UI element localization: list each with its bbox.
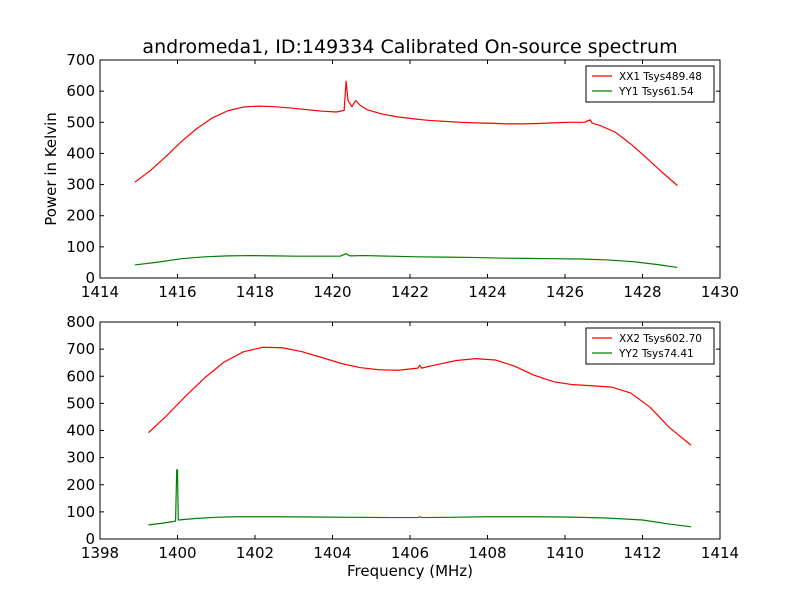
plot1-x-tick-label: 1422 xyxy=(391,283,429,301)
plot2-legend-label-1: XX2 Tsys602.70 xyxy=(619,333,702,345)
plot2-frame xyxy=(99,321,721,540)
plot2-x-tick-label: 1406 xyxy=(391,544,429,562)
plot2-legend: XX2 Tsys602.70 YY2 Tsys74.41 xyxy=(585,327,715,365)
plot2-x-tick-label: 1412 xyxy=(623,544,661,562)
plot2-series-line-1 xyxy=(148,346,692,446)
plot1-series-line-1 xyxy=(134,80,678,186)
chart-title: andromeda1, ID:149334 Calibrated On-sour… xyxy=(142,36,677,58)
plot1-x-tick-label: 1428 xyxy=(623,283,661,301)
plot2-legend-label-2: YY2 Tsys74.41 xyxy=(618,348,694,360)
plot1-x-tick-label: 1424 xyxy=(468,283,506,301)
plot1-y-tick-label: 300 xyxy=(66,176,95,194)
plot1-x-tick-label: 1426 xyxy=(546,283,584,301)
plot2-x-tick-label: 1404 xyxy=(313,544,351,562)
plot2-legend-box xyxy=(585,327,715,365)
plot1-y-tick-label: 0 xyxy=(85,269,95,287)
plot1-x-tick-label: 1418 xyxy=(236,283,274,301)
plot2-x-tick-label: 1410 xyxy=(546,544,584,562)
plot1-y-tick-label: 600 xyxy=(66,82,95,100)
plot2-x-axis-label: Frequency (MHz) xyxy=(347,562,473,580)
lower-plot: 1398 1400 1402 1404 1406 1408 1410 1412 1414 0 100… xyxy=(66,313,739,580)
plot1-legend-label-1: XX1 Tsys489.48 xyxy=(619,71,702,83)
plot2-y-tick-label: 700 xyxy=(66,340,95,358)
plot1-x-tick-label: 1414 xyxy=(81,283,119,301)
plot1-y-tick-label: 500 xyxy=(66,113,95,131)
plot2-x-tick-label: 1414 xyxy=(701,544,739,562)
plot2-y-tick-label: 500 xyxy=(66,394,95,412)
plot2-series-line-2 xyxy=(148,469,692,528)
plot1-x-tick-label: 1416 xyxy=(158,283,196,301)
plot2-y-tick-label: 0 xyxy=(85,530,95,548)
plot1-y-tick-label: 200 xyxy=(66,207,95,225)
plot2-y-tick-label: 600 xyxy=(66,367,95,385)
plot1-y-axis-label: Power in Kelvin xyxy=(42,112,60,226)
plot1-x-tick-label: 1420 xyxy=(313,283,351,301)
plot2-x-tick-label: 1402 xyxy=(236,544,274,562)
plot1-series-line-2 xyxy=(134,253,678,269)
plot2-y-tick-label: 800 xyxy=(66,313,95,331)
plot2-y-tick-label: 200 xyxy=(66,476,95,494)
plot2-x-tick-label: 1398 xyxy=(81,544,119,562)
plot2-y-tick-label: 300 xyxy=(66,449,95,467)
upper-plot: 1414 1416 1418 1420 1422 1424 1426 1428 1430 0 100… xyxy=(42,51,739,301)
plot1-legend-box xyxy=(585,65,715,103)
plot2-x-tick-label: 1400 xyxy=(158,544,196,562)
plot1-y-tick-label: 700 xyxy=(66,51,95,69)
plot2-y-tick-label: 100 xyxy=(66,503,95,521)
plot1-y-tick-label: 400 xyxy=(66,144,95,162)
plot2-x-tick-label: 1408 xyxy=(468,544,506,562)
plot1-x-tick-label: 1430 xyxy=(701,283,739,301)
plot1-frame xyxy=(99,59,721,279)
plot1-y-tick-label: 100 xyxy=(66,238,95,256)
plot1-legend-label-2: YY1 Tsys61.54 xyxy=(618,86,694,98)
plot2-y-tick-label: 400 xyxy=(66,422,95,440)
plot1-legend: XX1 Tsys489.48 YY1 Tsys61.54 xyxy=(585,65,715,103)
